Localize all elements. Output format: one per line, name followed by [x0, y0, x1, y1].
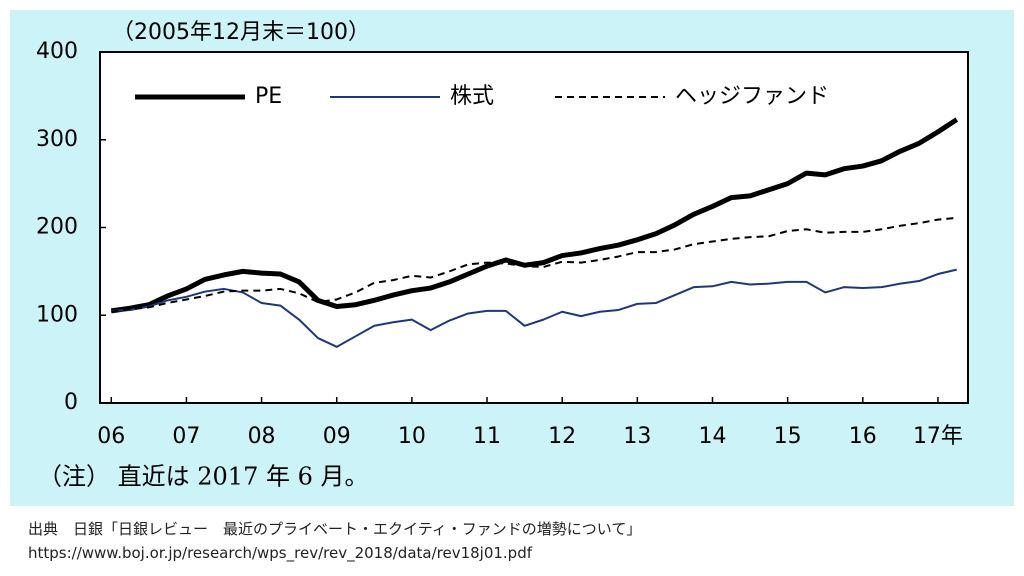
x-tick-label: 10 [398, 424, 426, 449]
y-tick-label: 100 [36, 302, 78, 327]
note: （注） 直近は 2017 年 6 月。 [38, 463, 369, 491]
x-tick-label: 13 [623, 424, 651, 449]
x-tick-label: 08 [248, 424, 276, 449]
y-tick-label: 400 [36, 39, 78, 64]
line-series [111, 216, 957, 313]
x-tick-label: 14 [698, 424, 726, 449]
y-tick-label: 0 [64, 390, 78, 415]
plot-area [99, 51, 969, 404]
x-tick-label: 06 [97, 424, 125, 449]
chart: （2005年12月末＝100） （注） 直近は 2017 年 6 月。 0100… [10, 10, 1014, 506]
legend-label: 株式 [450, 84, 494, 109]
line-series [111, 268, 957, 348]
line-series [110, 117, 959, 314]
x-tick-label: 12 [548, 424, 576, 449]
x-tick-label: 15 [774, 424, 802, 449]
chart-title: （2005年12月末＝100） [112, 20, 370, 45]
source: 出典 日銀「日銀レビュー 最近のプライベート・エクイティ・ファンドの増勢について… [28, 520, 642, 538]
source-url: https://www.boj.or.jp/research/wps_rev/r… [28, 544, 533, 562]
legend-label: ヘッジファンド [675, 84, 829, 109]
x-tick-label: 17年 [913, 424, 963, 449]
x-tick-label: 16 [849, 424, 877, 449]
x-tick-label: 11 [473, 424, 501, 449]
y-tick-label: 200 [36, 215, 78, 240]
x-tick-label: 09 [323, 424, 351, 449]
x-tick-label: 07 [172, 424, 200, 449]
legend-label: PE [255, 84, 282, 109]
y-tick-label: 300 [36, 127, 78, 152]
